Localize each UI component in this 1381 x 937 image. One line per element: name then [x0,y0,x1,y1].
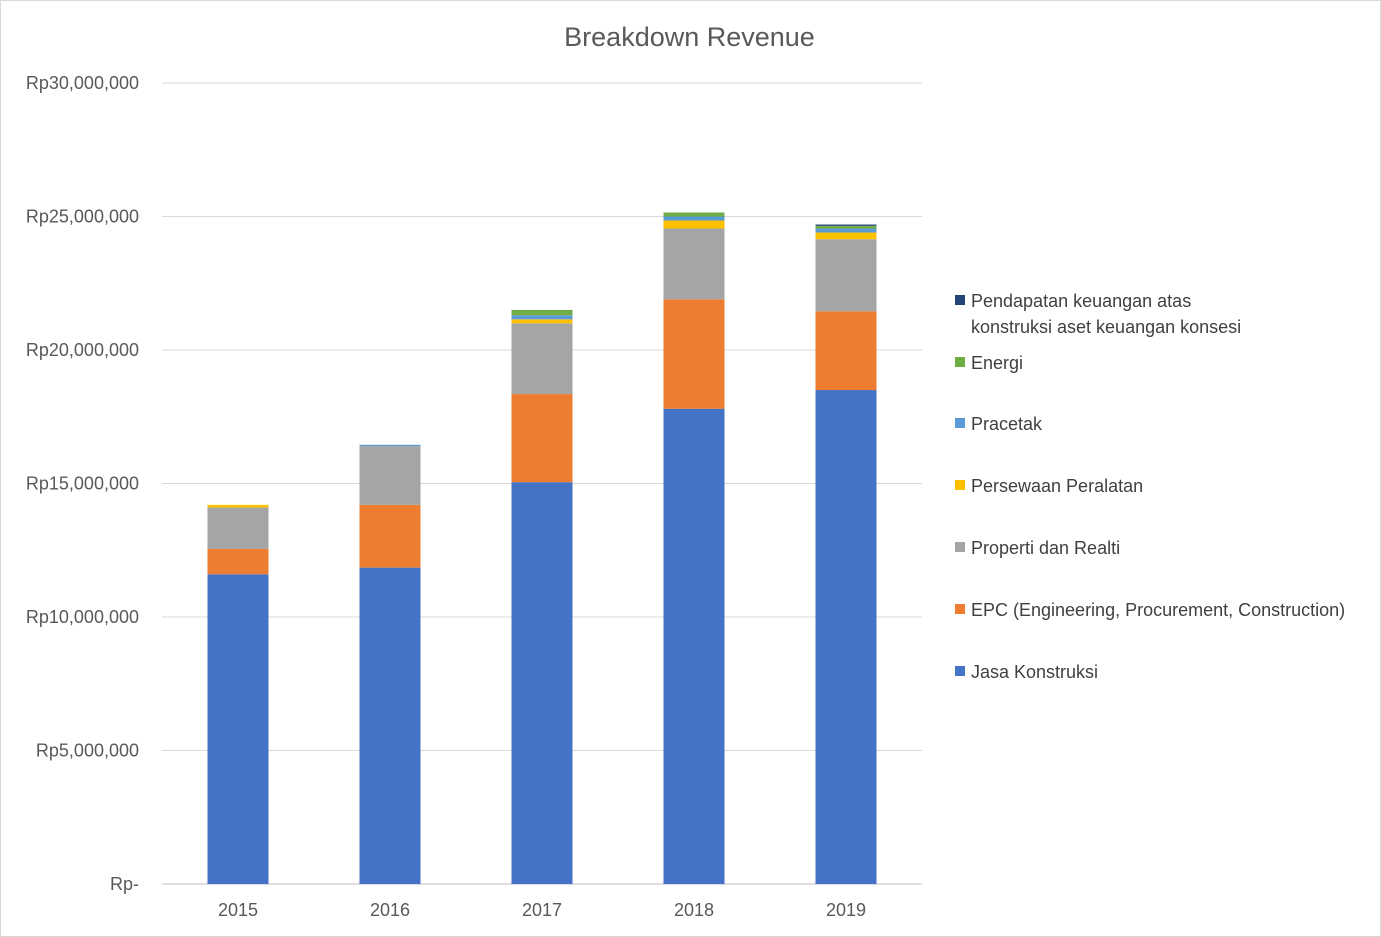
legend-item: Persewaan Peralatan [955,473,1371,499]
bar-segment [511,315,573,320]
bar-segment [359,504,421,568]
legend-item: EPC (Engineering, Procurement, Construct… [955,597,1371,623]
x-tick-label: 2018 [674,900,714,920]
y-tick-label: Rp20,000,000 [26,340,139,360]
legend-label: Pracetak [971,414,1043,435]
x-tick-label: 2016 [370,900,410,920]
legend-label: Persewaan Peralatan [971,476,1144,497]
bar-segment [815,311,877,391]
bar-segment [663,299,725,409]
legend-label: EPC (Engineering, Procurement, Construct… [971,599,1346,620]
bar-segment [511,319,573,324]
legend-item: Energi [955,350,1371,376]
y-tick-label: Rp15,000,000 [26,474,139,494]
bar-segment [663,228,725,300]
bar-segment [663,408,725,884]
x-tick-label: 2015 [218,900,258,920]
y-tick-label: Rp5,000,000 [36,741,139,761]
bar-segment [815,224,877,226]
chart-title: Breakdown Revenue [564,22,815,52]
legend-item: Pendapatan keuangan atas konstruksi aset… [955,288,1261,340]
bar-segment [359,444,421,447]
bar-segment [663,216,725,221]
bar-segment [663,220,725,229]
bar-segment [207,574,269,884]
legend-label: Jasa Konstruksi [971,661,1099,682]
bar-segment [815,239,877,312]
legend-item: Properti dan Realti [955,535,1371,561]
x-tick-label: 2019 [826,900,866,920]
bar-segment [511,394,573,483]
bar-segment [359,446,421,505]
bar-segment [815,225,877,229]
bar-segment [815,232,877,240]
bar-segment [511,323,573,395]
bar-segment [359,567,421,884]
bar-segment [815,390,877,884]
bar-segment [663,212,725,217]
legend-label: Pendapatan keuangan atas konstruksi aset… [971,291,1242,337]
legend-label: Energi [971,352,1024,373]
legend-swatch [955,665,965,676]
bar-segment [815,228,877,233]
legend-swatch [955,603,965,614]
legend-item: Pracetak [955,411,1371,437]
legend-swatch [955,480,965,491]
bar-segment [511,309,573,316]
legend-swatch [955,356,965,367]
legend-swatch [955,295,965,305]
y-tick-label: Rp10,000,000 [26,607,139,627]
legend-swatch [955,541,965,552]
x-tick-label: 2017 [522,900,562,920]
y-tick-label: Rp- [110,874,139,894]
bar-segment [207,504,269,508]
bar-segment [207,548,269,575]
legend-swatch [955,418,965,429]
bar-segment [511,482,573,884]
y-tick-label: Rp30,000,000 [26,73,139,93]
bar-segment [207,507,269,549]
legend-item: Jasa Konstruksi [955,659,1371,685]
legend-label: Properti dan Realti [971,537,1121,558]
y-tick-label: Rp25,000,000 [26,207,139,227]
